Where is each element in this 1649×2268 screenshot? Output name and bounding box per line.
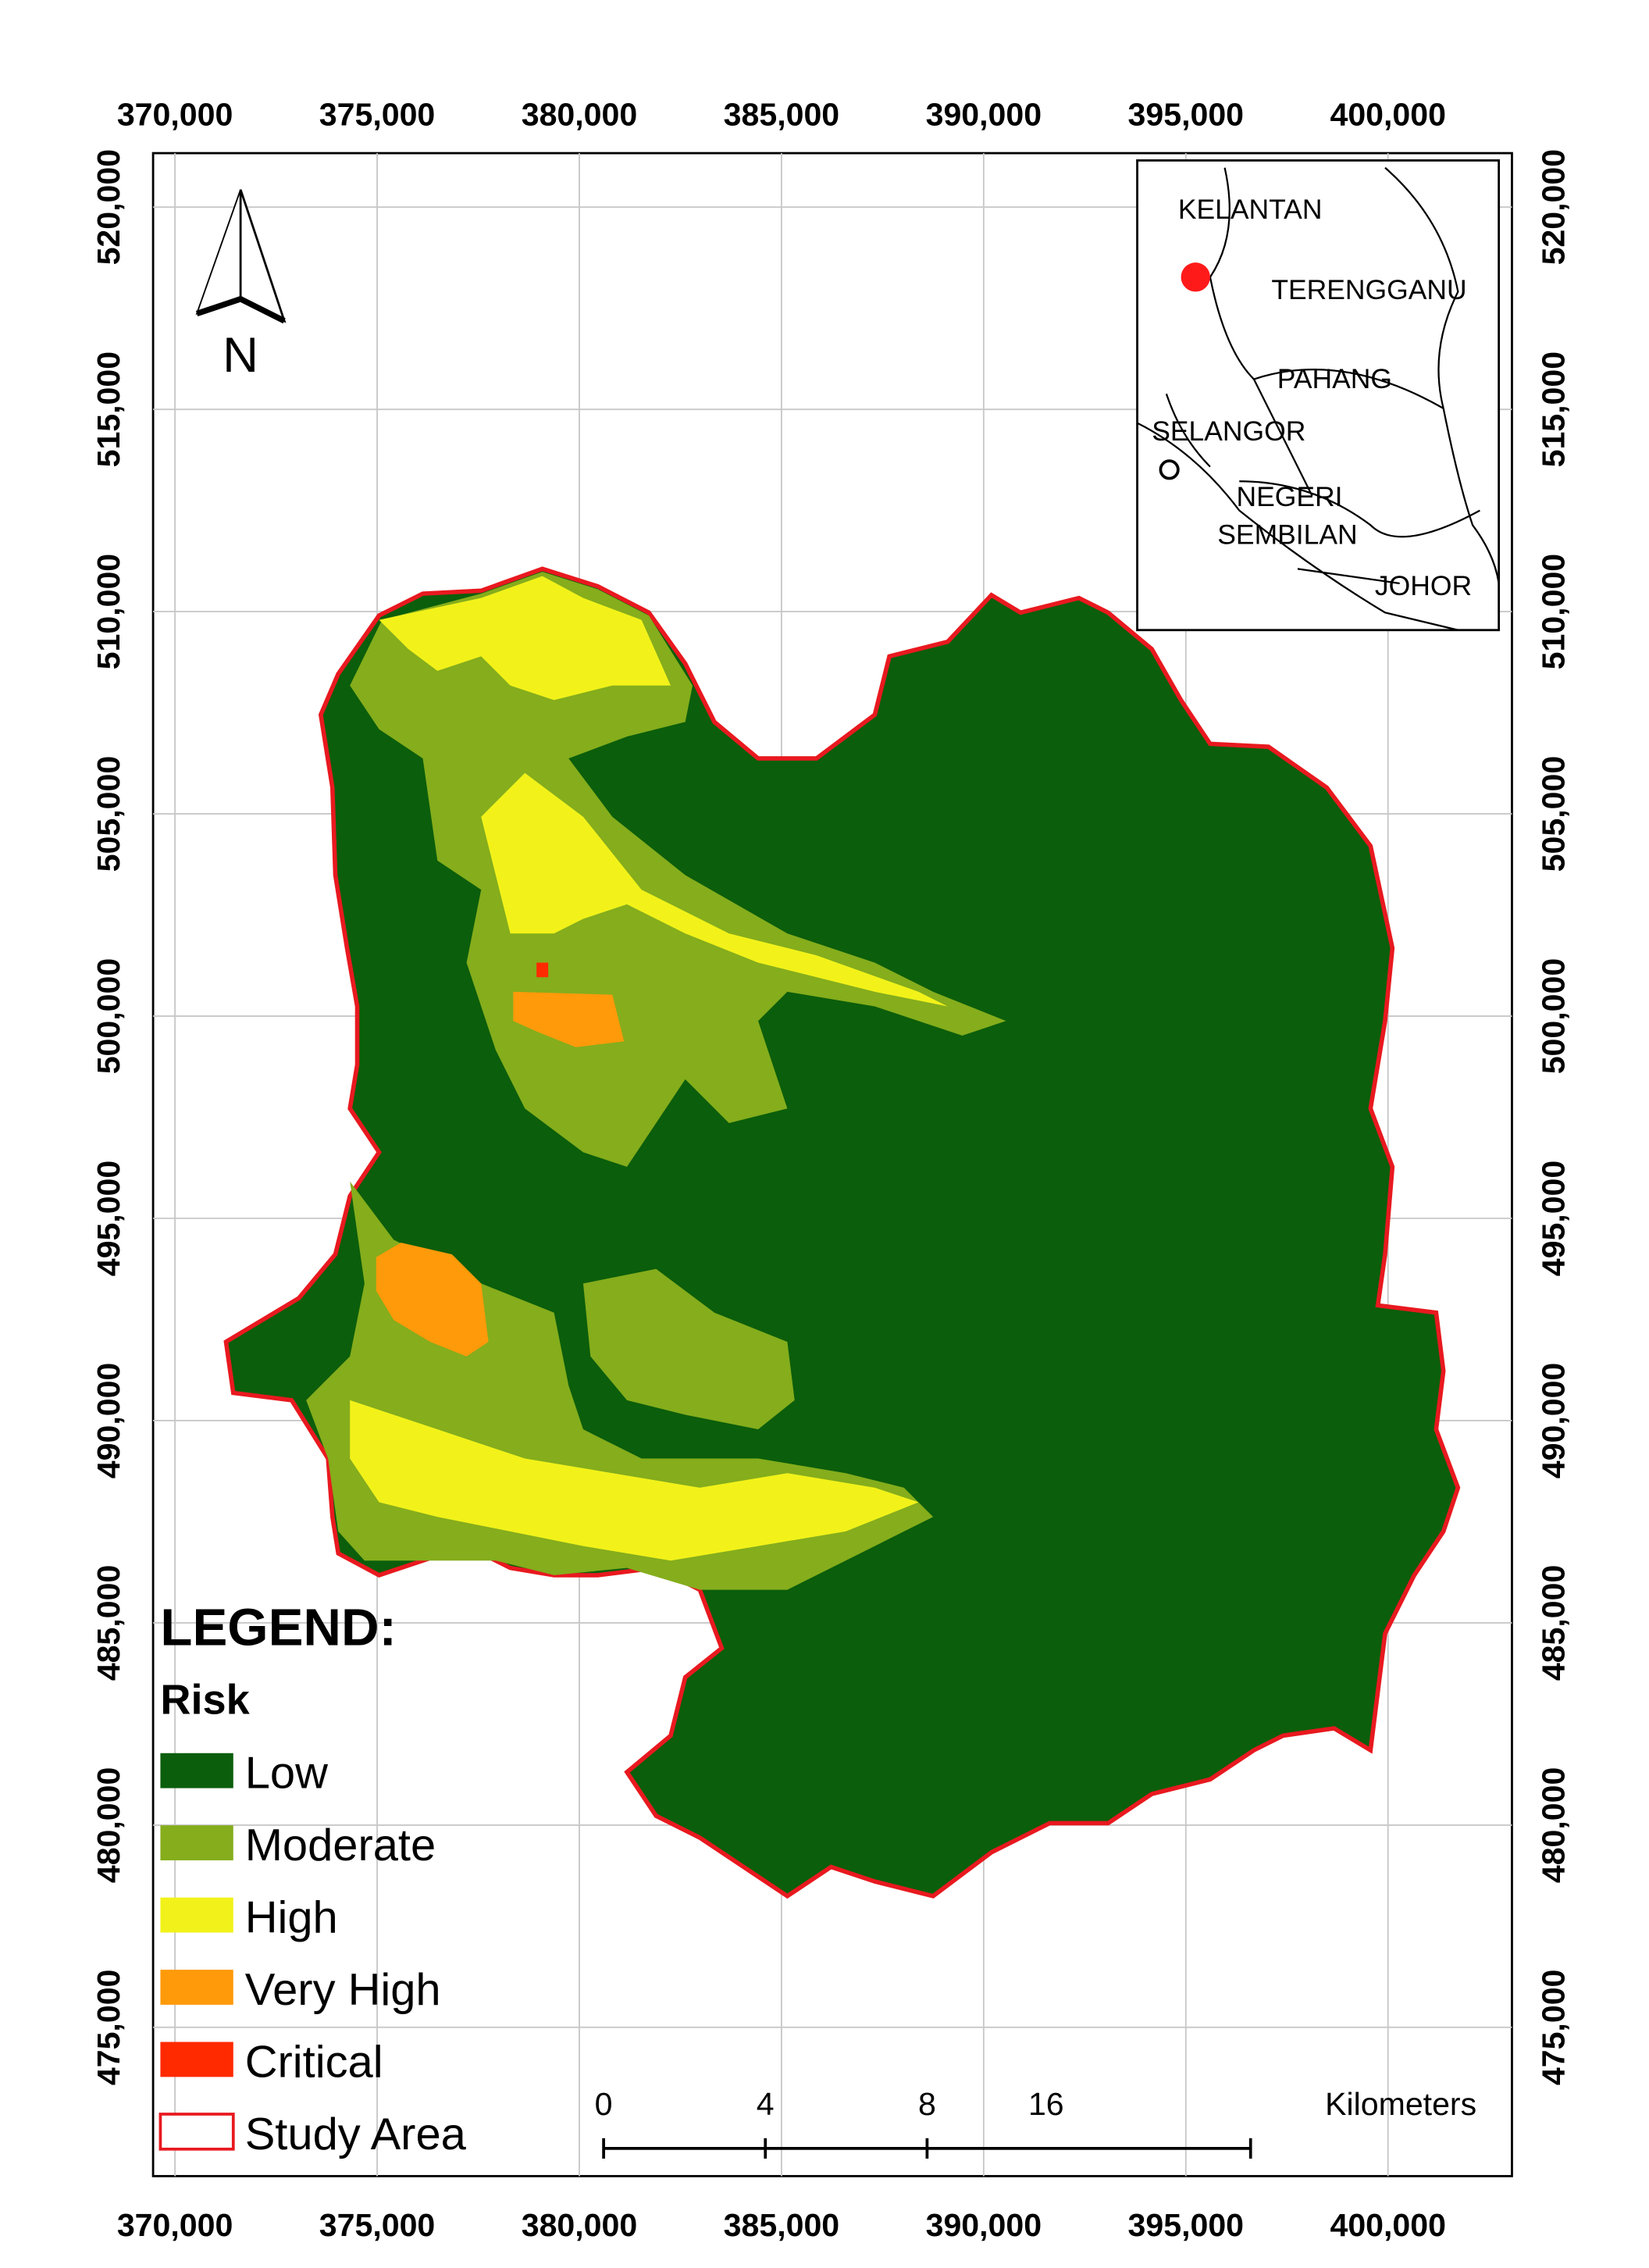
inset-labels: KELANTAN TERENGGANU PAHANG SELANGOR NEGERI SE… [1152, 194, 1472, 601]
y-tick-label: 490,000 [1536, 1363, 1572, 1479]
high-zone [379, 576, 671, 701]
x-tick-label: 390,000 [926, 2207, 1042, 2243]
y-tick-label: 520,000 [1536, 149, 1572, 266]
study-area-layer [223, 566, 1461, 1899]
y-tick-label: 510,000 [91, 554, 126, 670]
inset-label: NEGERI [1237, 481, 1343, 512]
high-zone [350, 1400, 919, 1561]
x-tick-label: 375,000 [319, 2207, 435, 2243]
legend-label: Low [245, 1749, 328, 1799]
inset-marker [1159, 459, 1180, 480]
scale-bar-label: 0 [595, 2086, 613, 2122]
x-tick-label: 385,000 [724, 2207, 839, 2243]
legend-swatch [160, 1897, 233, 1933]
y-tick-label: 480,000 [1536, 1767, 1572, 1884]
legend-swatch [160, 1825, 233, 1861]
very-high-zone [376, 1243, 489, 1357]
inset-frame [1136, 159, 1501, 632]
scale-bar-label: 8 [918, 2086, 936, 2122]
y-tick-label: 520,000 [91, 149, 126, 266]
x-tick-label: 395,000 [1128, 97, 1244, 133]
legend-label: Critical [245, 2037, 383, 2087]
scale-bar-unit: Kilometers [1325, 2086, 1476, 2122]
y-tick-label: 515,000 [1536, 351, 1572, 468]
y-tick-label: 510,000 [1536, 554, 1572, 670]
critical-zone [536, 962, 549, 978]
legend-swatch [160, 1753, 233, 1788]
x-tick-label: 390,000 [926, 97, 1042, 133]
y-tick-label: 475,000 [1536, 1970, 1572, 2086]
legend: LEGEND: Risk Low Moderate High Very High Cri… [158, 1599, 467, 2159]
y-tick-label: 490,000 [91, 1363, 126, 1479]
y-tick-label: 495,000 [91, 1161, 126, 1277]
north-label: N [223, 328, 258, 383]
y-tick-label: 475,000 [91, 1970, 126, 2086]
x-tick-label: 370,000 [117, 97, 233, 133]
x-tick-label: 395,000 [1128, 2207, 1244, 2243]
legend-title: LEGEND: [160, 1599, 396, 1657]
x-tick-label: 385,000 [724, 97, 839, 133]
y-tick-label: 495,000 [1536, 1161, 1572, 1277]
legend-subtitle: Risk [160, 1676, 250, 1723]
moderate-zone [582, 1268, 795, 1430]
inset-label: KELANTAN [1178, 194, 1323, 225]
inset-label: JOHOR [1375, 570, 1472, 601]
legend-label: Study Area [245, 2109, 467, 2159]
x-tick-label: 400,000 [1330, 97, 1445, 133]
inset-map: KELANTAN TERENGGANU PAHANG SELANGOR NEGERI SE… [1136, 159, 1501, 632]
y-tick-label: 515,000 [91, 351, 126, 468]
scale-bar-label: 16 [1028, 2086, 1064, 2122]
inset-label: SELANGOR [1152, 415, 1305, 447]
legend-swatch [158, 2113, 235, 2151]
inset-label: SEMBILAN [1217, 519, 1357, 551]
y-tick-label: 500,000 [91, 958, 126, 1075]
x-tick-label: 380,000 [522, 97, 637, 133]
y-tick-label: 500,000 [1536, 958, 1572, 1075]
legend-label: High [245, 1892, 338, 1942]
very-high-zone [513, 991, 625, 1047]
y-tick-label: 505,000 [91, 756, 126, 872]
x-tick-label: 375,000 [319, 97, 435, 133]
scale-bar: 0 4 8 16 Kilometers [595, 2086, 1476, 2159]
north-arrow-base [195, 295, 286, 324]
legend-label: Moderate [245, 1820, 436, 1870]
legend-swatch [160, 1970, 233, 2005]
legend-label: Very High [245, 1965, 441, 2015]
y-tick-label: 480,000 [91, 1767, 126, 1884]
y-tick-label: 485,000 [91, 1565, 126, 1681]
high-zone [481, 772, 948, 1007]
north-arrow: N [195, 189, 287, 383]
scale-bar-label: 4 [757, 2086, 775, 2122]
x-tick-label: 370,000 [117, 2207, 233, 2243]
x-tick-label: 380,000 [522, 2207, 637, 2243]
inset-study-location [1181, 262, 1210, 292]
inset-label: TERENGGANU [1271, 274, 1466, 305]
x-tick-label: 400,000 [1330, 2207, 1445, 2243]
inset-boundaries [1137, 166, 1500, 631]
legend-swatch [160, 2042, 233, 2077]
y-tick-label: 505,000 [1536, 756, 1572, 872]
y-tick-label: 485,000 [1536, 1565, 1572, 1681]
tick-labels: 370,000 370,000 375,000 375,000 380,000 380,0… [91, 97, 1572, 2243]
inset-label: PAHANG [1277, 363, 1392, 394]
